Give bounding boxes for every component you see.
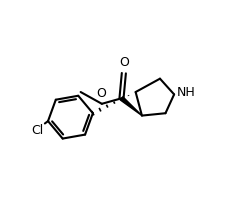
Text: Cl: Cl bbox=[31, 124, 44, 137]
Text: O: O bbox=[120, 56, 130, 69]
Polygon shape bbox=[120, 97, 142, 116]
Text: NH: NH bbox=[177, 86, 195, 99]
Text: O: O bbox=[97, 87, 106, 100]
